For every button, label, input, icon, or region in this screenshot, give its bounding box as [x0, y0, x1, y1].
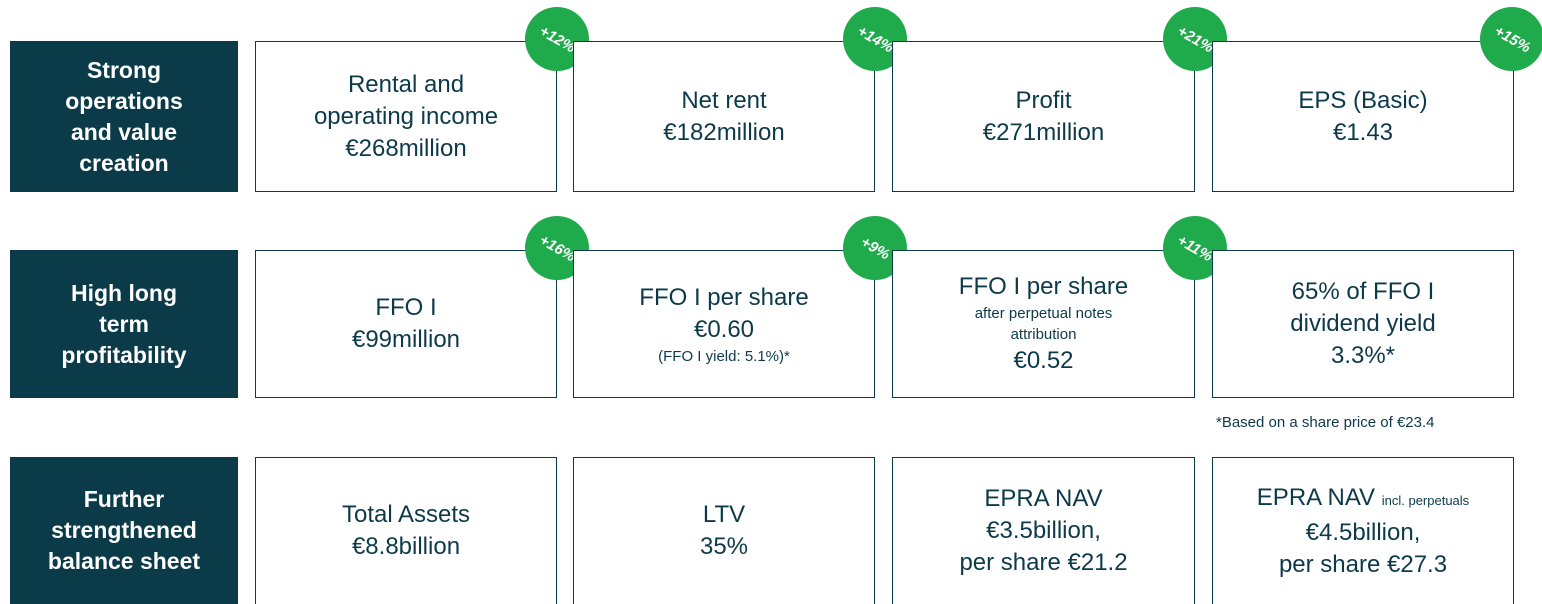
badge-text: +14% [853, 21, 897, 57]
metric-card: Net rent €182million [573, 41, 875, 192]
row-label: Strong operations and value creation [10, 41, 238, 192]
card-line: €4.5billion, [1305, 518, 1421, 546]
label-line: term [99, 310, 149, 337]
card-line: 65% of FFO I [1291, 278, 1435, 305]
label-line: creation [79, 149, 169, 176]
card-line: Total Assets [341, 501, 471, 528]
label-line: strengthened [51, 517, 197, 543]
label-line: Strong [86, 56, 162, 83]
metric-card: Rental and operating income €268million [255, 41, 557, 192]
card-line: Profit [1015, 86, 1072, 114]
card-line: after perpetual notes [974, 305, 1113, 322]
card-line: €8.8billion [351, 533, 461, 560]
label-line: High long [70, 279, 178, 306]
metric-card: FFO I per share after perpetual notes attr… [892, 250, 1195, 398]
metric-card: EPRA NAV €3.5billion, per share €21.2 [892, 457, 1195, 604]
badge-text: +16% [535, 230, 579, 266]
card-line: FFO I per share [958, 273, 1129, 300]
row-label: Further strengthened balance sheet [10, 457, 238, 604]
card-text: EPRA NAV [1256, 483, 1376, 511]
card-line: EPRA NAV [984, 485, 1103, 512]
card-line: per share €27.3 [1278, 550, 1448, 578]
card-line: 35% [699, 533, 749, 560]
label-line: profitability [61, 341, 187, 368]
metric-card: LTV 35% [573, 457, 875, 604]
badge-text: +15% [1490, 21, 1534, 57]
metric-card: Total Assets €8.8billion [255, 457, 557, 604]
card-line: Net rent [681, 86, 767, 114]
label-line: operations [65, 87, 183, 114]
badge-text: +12% [535, 21, 579, 57]
metric-card: 65% of FFO I dividend yield 3.3%* [1212, 250, 1514, 398]
card-line: €268million [345, 134, 467, 162]
card-subtext: incl. perpetuals [1381, 492, 1470, 508]
card-line: €1.43 [1332, 118, 1394, 146]
metric-card: Profit €271million [892, 41, 1195, 192]
label-line: and value [70, 118, 178, 145]
metric-card: EPS (Basic) €1.43 [1212, 41, 1514, 192]
card-line: FFO I [375, 294, 437, 321]
label-line: Further [83, 486, 165, 512]
metric-card: FFO I €99million [255, 250, 557, 398]
card-line: attribution [1010, 326, 1077, 343]
card-line: €0.60 [693, 315, 755, 343]
card-line: €182million [663, 118, 785, 146]
metric-card: FFO I per share €0.60 (FFO I yield: 5.1%)* [573, 250, 875, 398]
card-line: EPRA NAV incl. perpetuals [1257, 482, 1469, 517]
card-line: €271million [982, 118, 1105, 146]
card-line: EPS (Basic) [1298, 86, 1428, 114]
card-line: LTV [702, 501, 746, 528]
metric-card: EPRA NAV incl. perpetuals €4.5billion, per… [1212, 457, 1514, 604]
card-line: €3.5billion, [986, 517, 1101, 544]
row-label: High long term profitability [10, 250, 238, 398]
card-line: FFO I per share [639, 283, 809, 311]
card-line: (FFO I yield: 5.1%)* [658, 347, 790, 365]
badge-text: +9% [857, 233, 893, 263]
card-line: Rental and [347, 70, 465, 98]
card-line: dividend yield [1290, 310, 1436, 337]
badge-text: +21% [1173, 21, 1217, 57]
card-line: €0.52 [1013, 347, 1074, 374]
label-line: balance sheet [47, 548, 201, 574]
card-line: operating income [313, 102, 499, 130]
card-line: €99million [351, 326, 461, 353]
growth-badge: +15% [1480, 7, 1542, 71]
card-line: 3.3%* [1330, 342, 1396, 369]
card-line: per share €21.2 [959, 549, 1128, 576]
footnote: *Based on a share price of €23.4 [1216, 414, 1435, 431]
badge-text: +11% [1174, 231, 1216, 265]
